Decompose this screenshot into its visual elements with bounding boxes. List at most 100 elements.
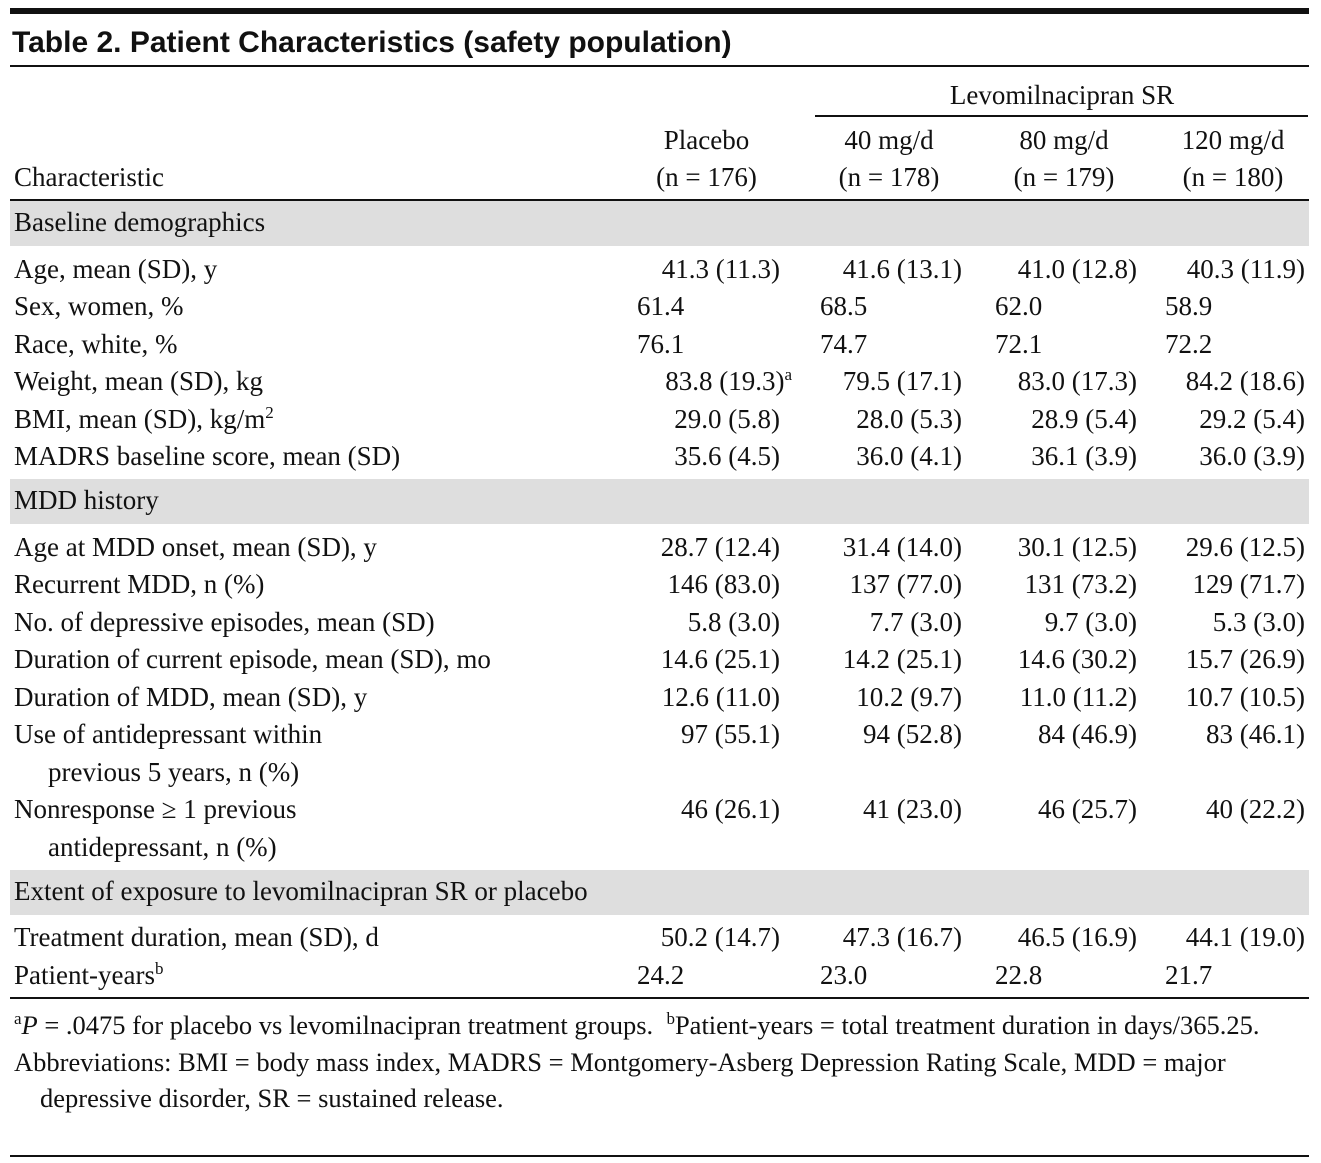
cell-superscript: a [784, 365, 792, 385]
table-cell: 72.2 [1165, 328, 1213, 359]
table-cell: 41.0 (12.8) [1017, 253, 1137, 284]
section-heading: Baseline demographics [14, 207, 266, 237]
table-cell: 24.2 [637, 959, 685, 990]
row-label: Duration of MDD, mean (SD), y [14, 682, 367, 712]
table-cell: 84 (46.9) [1038, 719, 1137, 750]
table-cell: 61.4 [637, 291, 685, 322]
table-cell: 84.2 (18.6) [1185, 366, 1305, 397]
table-cell: 146 (83.0) [667, 569, 780, 600]
column-header: 120 mg/d [1181, 125, 1285, 155]
table-cell: 29.2 (5.4) [1199, 403, 1305, 434]
table-cell: 46 (25.7) [1038, 794, 1137, 825]
row-label: Use of antidepressant within [14, 719, 323, 750]
row-label: Duration of current episode, mean (SD), … [14, 644, 491, 674]
row-label: previous 5 years, n (%) [48, 756, 300, 787]
table-title: Table 2. Patient Characteristics (safety… [12, 26, 732, 59]
table-cell: 94 (52.8) [863, 719, 962, 750]
row-label-text: Patient-years [14, 959, 155, 990]
column-header: Characteristic [14, 162, 164, 192]
table-cell: 46 (26.1) [681, 794, 780, 825]
table-cell: 22.8 [995, 959, 1043, 990]
row-label: BMI, mean (SD), kg/m2 [14, 404, 274, 434]
row-label-text: MADRS baseline score, mean (SD) [14, 441, 401, 472]
row-label-text: Race, white, % [14, 328, 178, 359]
row-label-text: Recurrent MDD, n (%) [14, 569, 265, 600]
section-band [10, 479, 1309, 524]
footnote-mark: b [666, 1009, 675, 1028]
table-cell: 58.9 [1165, 291, 1213, 322]
table-cell: 40.3 (11.9) [1186, 253, 1305, 284]
column-header: 40 mg/d [844, 125, 934, 155]
table-cell: 131 (73.2) [1024, 569, 1137, 600]
table-cell: 74.7 [820, 328, 868, 359]
table-cell: 14.6 (30.2) [1017, 644, 1137, 675]
table-cell: 31.4 (14.0) [842, 531, 962, 562]
column-n: (n = 179) [1013, 162, 1115, 192]
table-cell: 72.1 [995, 328, 1043, 359]
table-cell: 36.0 (3.9) [1199, 441, 1305, 472]
table-cell: 47.3 (16.7) [842, 922, 962, 953]
section-heading: Extent of exposure to levomilnacipran SR… [14, 875, 588, 906]
table-cell: 28.7 (12.4) [660, 531, 780, 562]
table-cell: 30.1 (12.5) [1017, 531, 1137, 562]
table-cell: 83.8 (19.3)a [665, 366, 792, 396]
column-header: Placebo [663, 125, 750, 155]
row-label-text: Weight, mean (SD), kg [14, 366, 264, 397]
table-cell: 50.2 (14.7) [660, 922, 780, 953]
row-label-text: Duration of current episode, mean (SD), … [14, 644, 491, 675]
row-label-text: Sex, women, % [14, 291, 184, 322]
row-label: Age at MDD onset, mean (SD), y [14, 532, 377, 562]
column-n: (n = 180) [1182, 162, 1284, 192]
table-cell: 83.0 (17.3) [1017, 366, 1137, 397]
top-rule [10, 8, 1309, 14]
row-label: Treatment duration, mean (SD), d [14, 922, 379, 952]
table-cell: 7.7 (3.0) [869, 606, 962, 637]
table-cell: 29.6 (12.5) [1185, 531, 1305, 562]
table-cell: 76.1 [637, 328, 685, 359]
row-label: Weight, mean (SD), kg [14, 366, 263, 396]
table-cell: 14.6 (25.1) [660, 644, 780, 675]
row-label-text: Age, mean (SD), y [14, 253, 218, 284]
row-label: antidepressant, n (%) [48, 831, 277, 862]
table-cell: 36.0 (4.1) [856, 441, 962, 472]
bottom-rule [10, 997, 1309, 999]
column-n: (n = 176) [656, 162, 757, 192]
table-cell: 41.3 (11.3) [661, 253, 780, 284]
table-cell: 137 (77.0) [849, 569, 962, 600]
row-label: Race, white, % [14, 329, 177, 359]
table-cell: 28.9 (5.4) [1031, 403, 1137, 434]
table-cell: 5.3 (3.0) [1212, 606, 1305, 637]
table-cell: 10.2 (9.7) [856, 681, 962, 712]
group-header: Levomilnacipran SR [949, 80, 1175, 110]
row-label-text: BMI, mean (SD), kg/m [14, 403, 266, 434]
abbreviations: Abbreviations: BMI = body mass index, MA… [14, 1046, 1226, 1114]
table-cell: 46.5 (16.9) [1017, 922, 1137, 953]
table-cell: 41 (23.0) [863, 794, 962, 825]
footnote-text: = .0475 for placebo vs levomilnacipran t… [37, 1010, 654, 1040]
column-header: 80 mg/d [1019, 125, 1109, 155]
table-cell: 28.0 (5.3) [856, 403, 962, 434]
footnote-line: aP = .0475 for placebo vs levomilnacipra… [14, 1007, 1314, 1044]
cell-text: 83.8 (19.3) [665, 366, 785, 397]
row-label: Patient-yearsb [14, 960, 163, 990]
footnote-mark: a [14, 1009, 22, 1028]
row-label: Sex, women, % [14, 291, 183, 321]
group-rule [815, 115, 1308, 117]
end-rule [10, 1155, 1309, 1157]
section-band [10, 869, 1309, 915]
table-cell: 36.1 (3.9) [1031, 441, 1137, 472]
table-cell: 14.2 (25.1) [842, 644, 962, 675]
row-label-text: Duration of MDD, mean (SD), y [14, 681, 368, 712]
table-cell: 79.5 (17.1) [842, 366, 962, 397]
column-n: (n = 178) [838, 162, 940, 192]
label-superscript: b [154, 958, 164, 978]
table-cell: 11.0 (11.2) [1019, 681, 1137, 712]
row-label: Recurrent MDD, n (%) [14, 569, 264, 599]
row-label-text: Treatment duration, mean (SD), d [14, 922, 379, 953]
table-cell: 10.7 (10.5) [1185, 681, 1305, 712]
table-cell: 68.5 [820, 291, 868, 322]
table-cell: 15.7 (26.9) [1185, 644, 1305, 675]
row-label: MADRS baseline score, mean (SD) [14, 441, 400, 471]
header-rule [10, 199, 1309, 201]
